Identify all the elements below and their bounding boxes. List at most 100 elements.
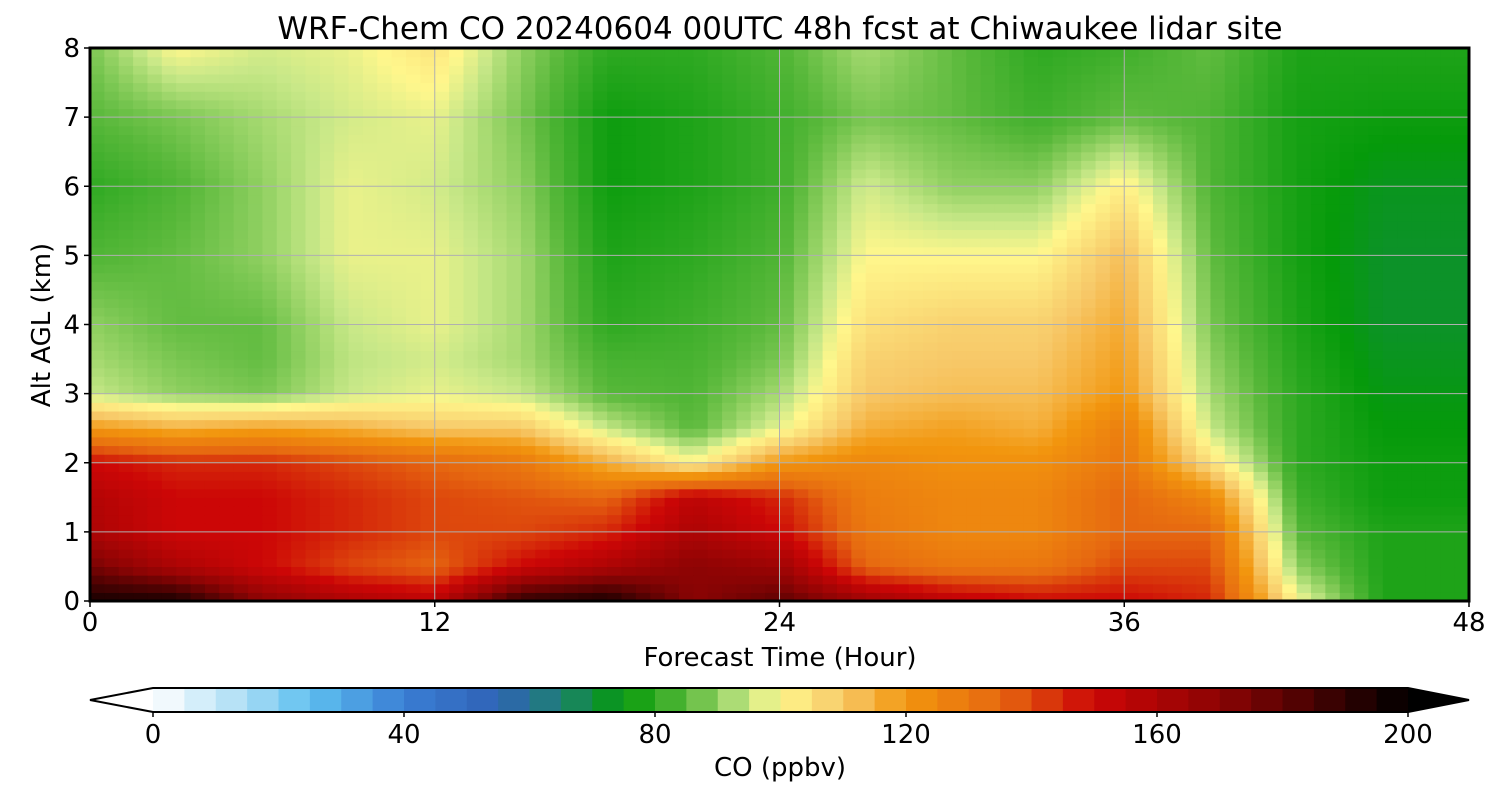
heatmap-cell: [966, 298, 982, 308]
heatmap-cell: [104, 393, 120, 403]
heatmap-cell: [836, 514, 852, 524]
heatmap-cell: [707, 523, 723, 533]
heatmap-cell: [966, 592, 982, 601]
heatmap-cell: [262, 160, 278, 170]
heatmap-cell: [118, 367, 134, 377]
heatmap-cell: [1454, 238, 1469, 248]
heatmap-cell: [707, 592, 723, 601]
heatmap-cell: [1440, 186, 1456, 196]
heatmap-cell: [1052, 454, 1068, 464]
heatmap-cell: [621, 151, 637, 161]
heatmap-cell: [520, 505, 536, 516]
heatmap-cell: [1210, 272, 1226, 282]
heatmap-cell: [621, 212, 637, 222]
heatmap-cell: [994, 359, 1010, 369]
heatmap-cell: [434, 272, 450, 282]
heatmap-cell: [966, 212, 982, 222]
heatmap-cell: [1239, 281, 1255, 291]
heatmap-cell: [1253, 203, 1269, 213]
heatmap-cell: [678, 480, 694, 490]
heatmap-cell: [980, 220, 996, 231]
heatmap-cell: [923, 402, 939, 412]
heatmap-cell: [1325, 203, 1341, 213]
heatmap-cell: [449, 186, 465, 196]
heatmap-cell: [592, 168, 608, 179]
heatmap-cell: [750, 151, 766, 161]
heatmap-cell: [1095, 471, 1111, 481]
heatmap-cell: [1310, 540, 1326, 550]
heatmap-cell: [1253, 566, 1269, 576]
heatmap-cell: [1081, 168, 1097, 179]
heatmap-cell: [420, 168, 436, 179]
heatmap-cell: [951, 272, 967, 282]
heatmap-cell: [319, 229, 335, 239]
heatmap-cell: [951, 445, 967, 455]
heatmap-cell: [1382, 428, 1398, 438]
heatmap-cell: [133, 523, 149, 533]
heatmap-cell: [463, 531, 479, 542]
heatmap-cell: [1052, 566, 1068, 576]
heatmap-cell: [506, 497, 522, 507]
heatmap-cell: [836, 384, 852, 395]
heatmap-cell: [248, 505, 263, 516]
heatmap-cell: [219, 359, 235, 369]
heatmap-cell: [1282, 359, 1298, 369]
heatmap-cell: [865, 168, 881, 179]
heatmap-cell: [334, 376, 350, 386]
heatmap-cell: [319, 410, 335, 421]
heatmap-cell: [1282, 246, 1298, 256]
heatmap-cell: [607, 203, 623, 213]
heatmap-cell: [1109, 160, 1125, 170]
heatmap-cell: [1282, 341, 1298, 352]
heatmap-cell: [937, 151, 953, 161]
heatmap-cell: [104, 359, 120, 369]
heatmap-cell: [736, 557, 752, 568]
heatmap-cell: [1052, 168, 1068, 179]
heatmap-cell: [377, 324, 393, 334]
heatmap-cell: [880, 272, 896, 282]
heatmap-cell: [793, 393, 809, 403]
heatmap-cell: [1296, 505, 1312, 516]
heatmap-cell: [477, 289, 493, 300]
heatmap-cell: [319, 497, 335, 507]
heatmap-cell: [779, 592, 795, 601]
heatmap-cell: [1354, 575, 1370, 585]
heatmap-cell: [635, 566, 651, 576]
heatmap-cell: [147, 177, 163, 187]
heatmap-cell: [90, 151, 105, 161]
heatmap-cell: [1081, 402, 1097, 412]
heatmap-cell: [1354, 315, 1370, 326]
heatmap-cell: [449, 212, 465, 222]
heatmap-cell: [1354, 324, 1370, 334]
heatmap-cell: [1267, 402, 1283, 412]
heatmap-cell: [851, 471, 867, 481]
heatmap-cell: [348, 186, 364, 196]
heatmap-cell: [1397, 497, 1413, 507]
heatmap-cell: [1253, 151, 1269, 161]
heatmap-cell: [607, 505, 623, 516]
heatmap-cell: [549, 367, 565, 377]
heatmap-cell: [880, 238, 896, 248]
heatmap-cell: [1267, 575, 1283, 585]
heatmap-cell: [808, 480, 824, 490]
heatmap-cell: [908, 281, 924, 291]
heatmap-cell: [492, 583, 508, 593]
heatmap-cell: [463, 583, 479, 593]
heatmap-cell: [1009, 333, 1025, 343]
heatmap-cell: [1095, 445, 1111, 455]
heatmap-cell: [133, 566, 149, 576]
heatmap-cell: [951, 376, 967, 386]
heatmap-cell: [90, 315, 105, 326]
heatmap-cell: [1138, 480, 1154, 490]
heatmap-cell: [894, 419, 910, 429]
heatmap-cell: [822, 281, 838, 291]
heatmap-cell: [477, 194, 493, 205]
heatmap-cell: [1368, 341, 1384, 352]
heatmap-cell: [492, 289, 508, 300]
heatmap-cell: [1239, 531, 1255, 542]
heatmap-cell: [535, 471, 551, 481]
heatmap-cell: [1440, 419, 1456, 429]
heatmap-cell: [1196, 341, 1212, 352]
heatmap-cell: [1181, 428, 1197, 438]
